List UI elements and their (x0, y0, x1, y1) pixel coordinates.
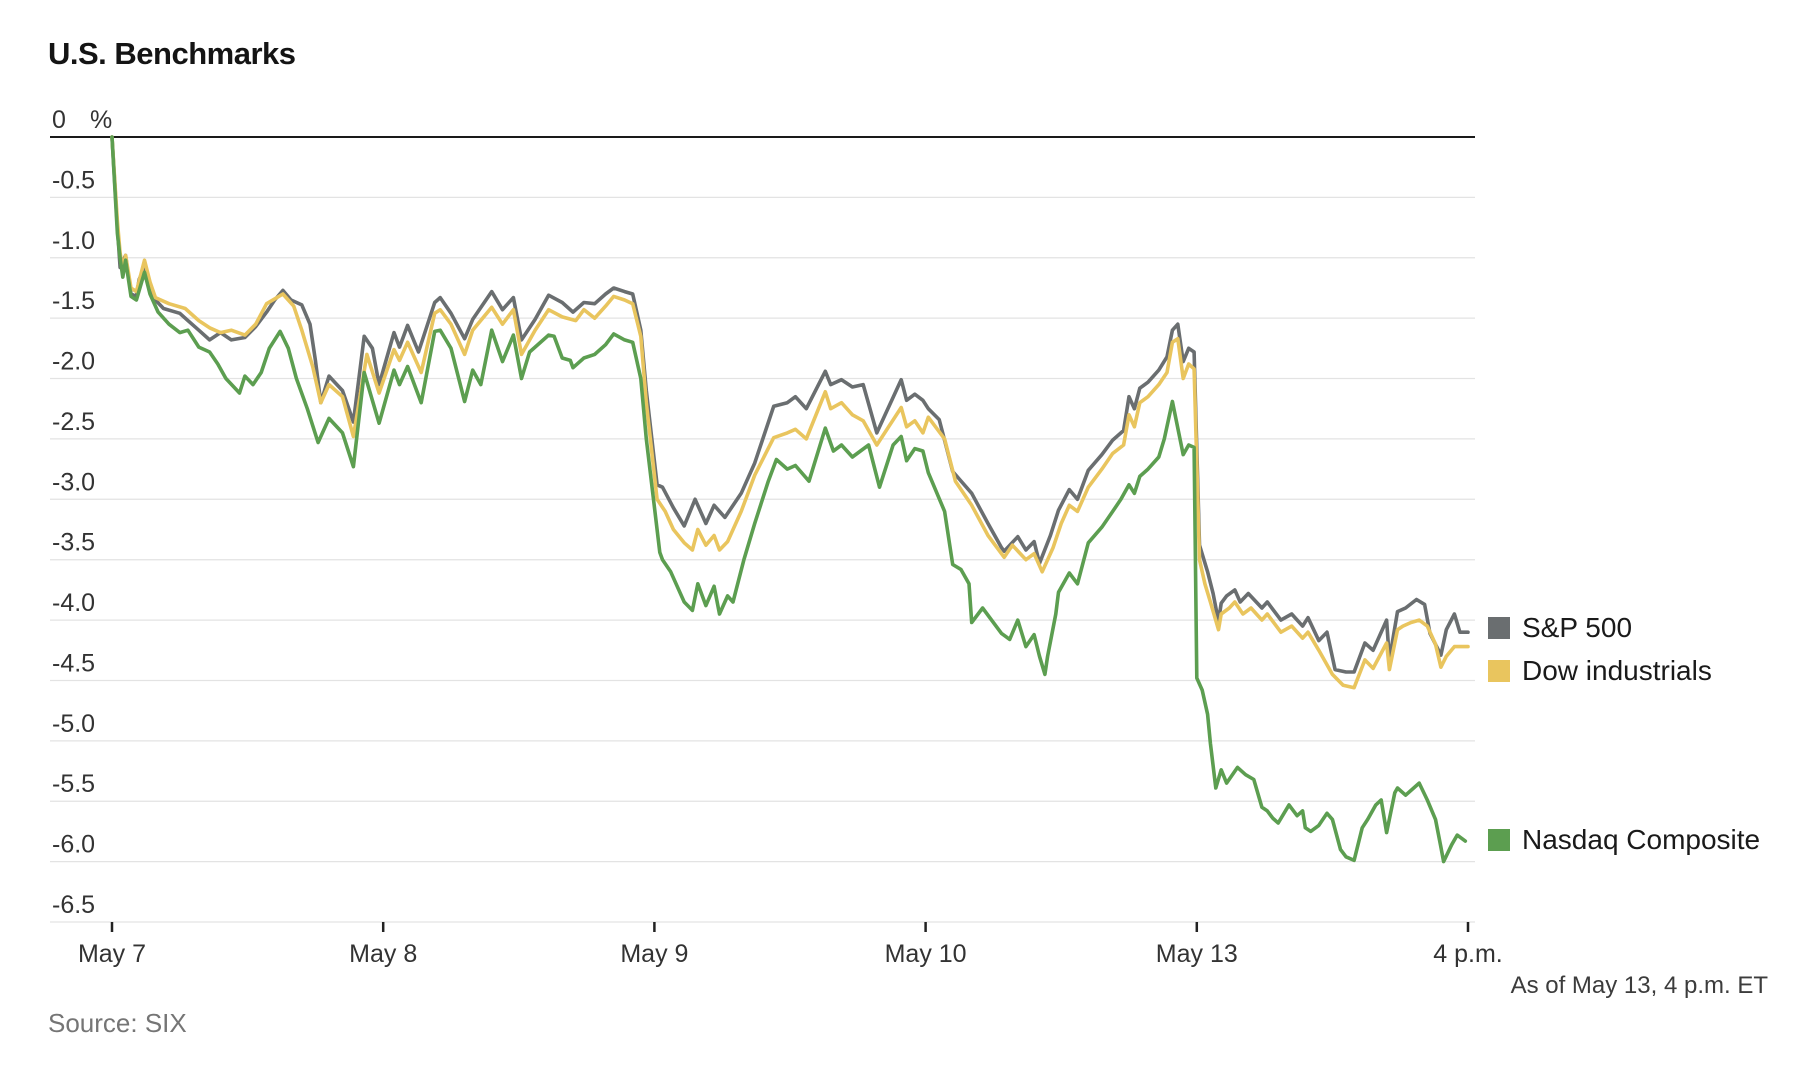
y-axis-label: -2.0 (52, 348, 95, 376)
x-axis-label: May 9 (620, 940, 688, 968)
sp500-legend-swatch-icon (1488, 617, 1510, 639)
x-axis-label: May 13 (1156, 940, 1238, 968)
legend-label-nasdaq: Nasdaq Composite (1522, 824, 1761, 855)
series-line-dow-industrials (110, 135, 1470, 690)
series-line-s-p-500 (110, 135, 1470, 674)
legend-item-sp500: S&P 500 (1488, 612, 1632, 644)
y-axis-label: -3.0 (52, 468, 95, 496)
y-axis-label: -5.5 (52, 770, 95, 798)
legend-item-dow: Dow industrials (1488, 655, 1712, 687)
chart-title: U.S. Benchmarks (48, 36, 296, 71)
dow-legend-swatch-icon (1488, 660, 1510, 682)
y-axis-label: -2.5 (52, 408, 95, 436)
y-axis-label: -4.5 (52, 649, 95, 677)
y-axis-label: -6.0 (52, 831, 95, 859)
y-axis-label: -4.0 (52, 589, 95, 617)
y-axis-label: -3.5 (52, 529, 95, 557)
legend-label-sp500: S&P 500 (1522, 612, 1633, 643)
y-axis-unit-label: % (90, 106, 112, 134)
x-axis-label: May 7 (78, 940, 146, 968)
legend-label-dow: Dow industrials (1522, 655, 1712, 686)
source-note: Source: SIX (48, 1008, 187, 1038)
y-axis-label: -5.0 (52, 710, 95, 738)
x-axis-label: May 8 (349, 940, 417, 968)
legend-item-nasdaq: Nasdaq Composite (1488, 824, 1760, 856)
y-axis-label: -0.5 (52, 166, 95, 194)
y-axis-label: 0 (52, 106, 66, 134)
as-of-note: As of May 13, 4 p.m. ET (1510, 972, 1768, 999)
x-axis-label: 4 p.m. (1433, 940, 1502, 968)
y-axis-label: -1.5 (52, 287, 95, 315)
y-axis-label: -6.5 (52, 891, 95, 919)
y-axis-label: -1.0 (52, 227, 95, 255)
series-line-nasdaq-composite (110, 135, 1468, 864)
nasdaq-legend-swatch-icon (1488, 829, 1510, 851)
x-axis-label: May 10 (885, 940, 967, 968)
